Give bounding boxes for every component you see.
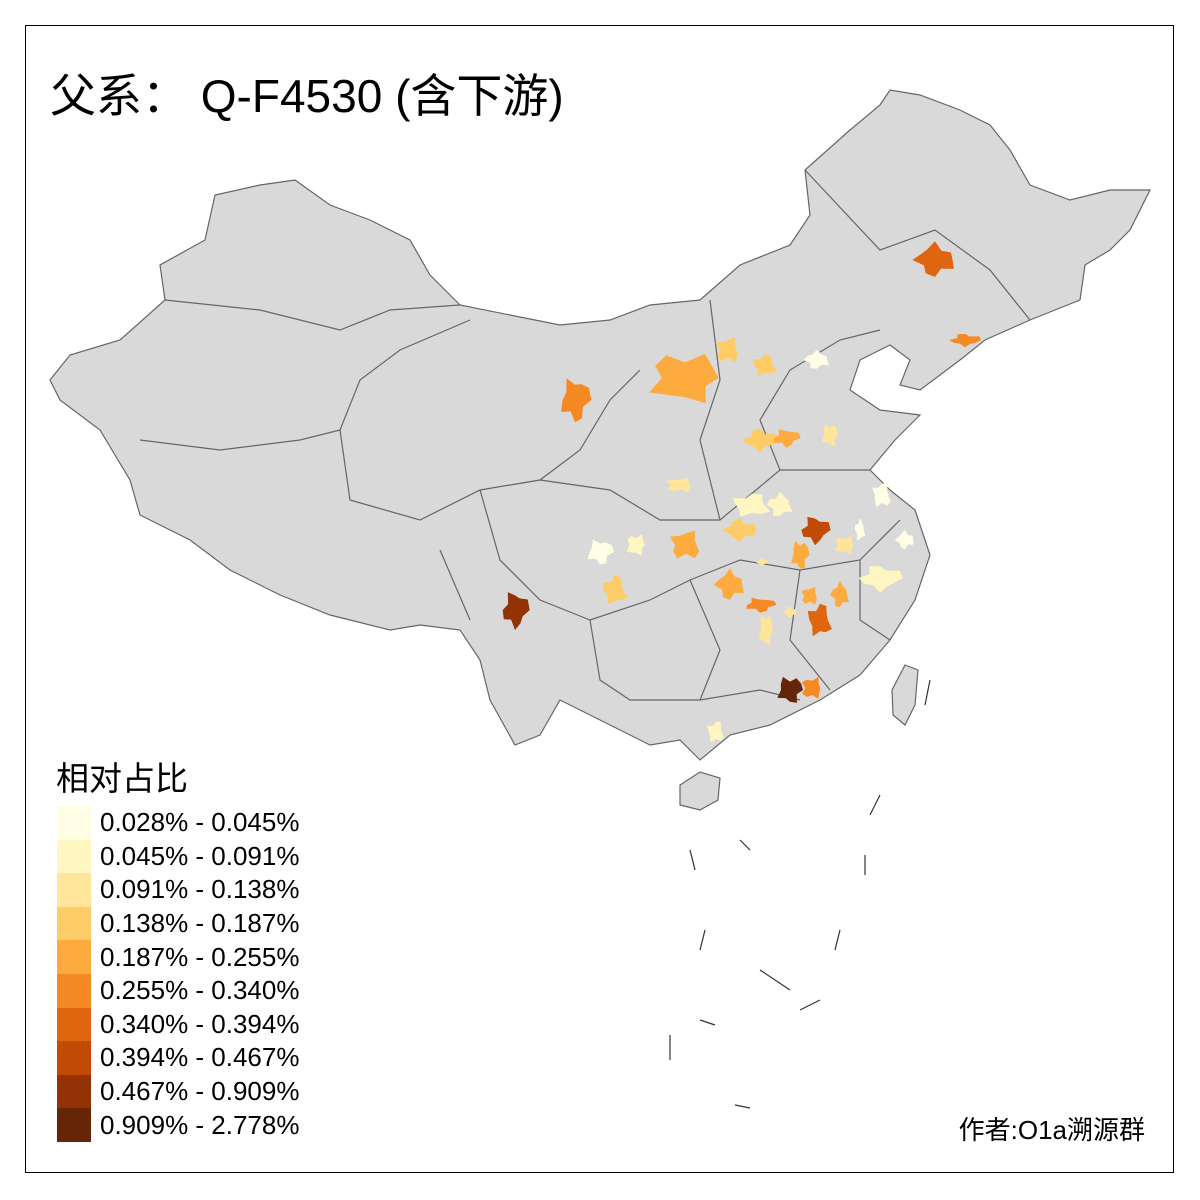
map-region xyxy=(603,574,628,605)
map-region xyxy=(561,378,592,423)
data-regions xyxy=(502,241,982,743)
map-region xyxy=(502,592,530,630)
legend-item: 0.091% - 0.138% xyxy=(57,873,299,907)
map-region xyxy=(721,518,757,543)
legend-swatch xyxy=(57,1007,91,1042)
map-region xyxy=(894,529,914,550)
map-region xyxy=(626,534,645,556)
map-region xyxy=(821,423,839,447)
legend-swatch xyxy=(57,973,91,1008)
map-region xyxy=(766,491,793,516)
map-region xyxy=(746,597,777,613)
legend-label: 0.187% - 0.255% xyxy=(100,941,300,972)
mainland-outline xyxy=(49,89,1151,761)
legend-item: 0.187% - 0.255% xyxy=(57,940,299,974)
map-region xyxy=(791,540,810,569)
legend-swatch xyxy=(57,873,91,907)
hainan-island xyxy=(679,771,721,811)
legend-label: 0.394% - 0.467% xyxy=(100,1042,300,1073)
map-region xyxy=(752,353,778,376)
legend-swatch xyxy=(57,940,91,974)
legend-swatch xyxy=(57,839,91,874)
map-region xyxy=(732,493,771,517)
map-frame xyxy=(25,25,1174,1173)
map-region xyxy=(713,568,744,600)
legend-swatch xyxy=(57,806,91,840)
legend-label: 0.028% - 0.045% xyxy=(100,807,300,838)
map-region xyxy=(872,483,891,508)
map-region xyxy=(912,241,954,277)
map-region xyxy=(587,539,615,565)
legend-item: 0.138% - 0.187% xyxy=(57,906,300,941)
map-region xyxy=(830,580,849,607)
legend-swatch xyxy=(57,1074,91,1109)
map-title: 父系： Q-F4530 (含下游) xyxy=(50,70,564,122)
legend-label: 0.091% - 0.138% xyxy=(100,874,300,905)
taiwan-island xyxy=(891,664,919,726)
map-region xyxy=(666,477,691,493)
legend-item: 0.909% - 2.778% xyxy=(57,1108,299,1142)
map-region xyxy=(782,606,797,619)
author-credit: 作者:O1a溯源群 xyxy=(958,1115,1145,1145)
legend-label: 0.138% - 0.187% xyxy=(100,908,300,939)
map-region xyxy=(854,517,866,541)
legend-item: 0.394% - 0.467% xyxy=(57,1041,299,1075)
map-base xyxy=(49,89,1151,811)
map-region xyxy=(801,516,831,546)
legend-label: 0.340% - 0.394% xyxy=(100,1008,300,1039)
legend-item: 0.340% - 0.394% xyxy=(57,1007,300,1042)
map-region xyxy=(777,676,804,703)
map-region xyxy=(715,337,738,362)
legend-label: 0.467% - 0.909% xyxy=(100,1076,300,1107)
map-region xyxy=(858,566,903,593)
map-region xyxy=(807,603,832,637)
legend-item: 0.028% - 0.045% xyxy=(57,806,299,840)
map-region xyxy=(755,558,768,567)
map-region xyxy=(649,354,719,404)
map-region xyxy=(707,721,725,743)
legend: 0.028% - 0.045% 0.045% - 0.091% 0.091% - 0… xyxy=(57,806,299,1142)
map-region xyxy=(741,428,778,453)
map-region xyxy=(774,429,801,448)
legend-swatch xyxy=(57,906,91,941)
legend-item: 0.467% - 0.909% xyxy=(57,1074,300,1109)
map-region xyxy=(803,349,830,369)
map-region xyxy=(801,677,821,699)
map-region xyxy=(758,614,773,647)
legend-label: 0.909% - 2.778% xyxy=(100,1109,300,1140)
legend-item: 0.255% - 0.340% xyxy=(57,973,300,1008)
map-region xyxy=(669,530,700,559)
map-region xyxy=(834,536,854,555)
south-china-sea-islands xyxy=(669,679,931,1109)
legend-swatch xyxy=(57,1041,91,1075)
legend-label: 0.045% - 0.091% xyxy=(100,840,300,871)
map-region xyxy=(949,333,982,348)
legend-item: 0.045% - 0.091% xyxy=(57,839,300,874)
legend-label: 0.255% - 0.340% xyxy=(100,975,300,1006)
legend-swatch xyxy=(57,1108,91,1142)
legend-title: 相对占比 xyxy=(56,759,188,798)
map-region xyxy=(801,586,817,605)
